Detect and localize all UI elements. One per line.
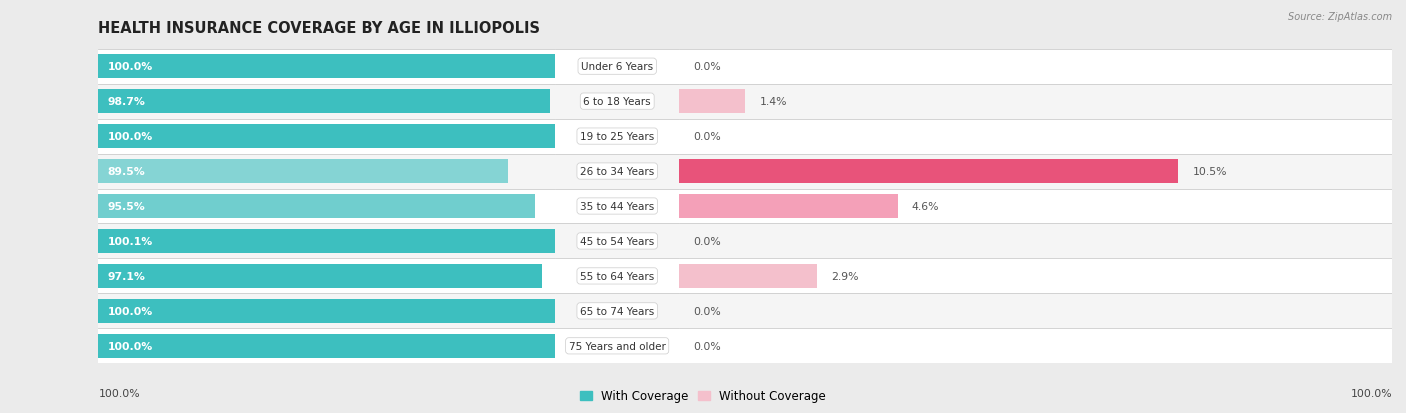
Text: 100.0%: 100.0% — [108, 62, 153, 72]
Bar — [98, 224, 555, 259]
Bar — [98, 160, 508, 183]
Text: 0.0%: 0.0% — [693, 341, 721, 351]
Text: 95.5%: 95.5% — [108, 202, 145, 211]
Text: 0.0%: 0.0% — [693, 236, 721, 247]
Bar — [98, 299, 555, 323]
Bar — [98, 195, 534, 218]
Bar — [679, 329, 1392, 363]
Bar — [679, 224, 1392, 259]
Legend: With Coverage, Without Coverage: With Coverage, Without Coverage — [575, 385, 831, 407]
Bar — [555, 329, 679, 363]
Bar — [679, 195, 897, 218]
Text: Source: ZipAtlas.com: Source: ZipAtlas.com — [1288, 12, 1392, 22]
Text: 65 to 74 Years: 65 to 74 Years — [581, 306, 654, 316]
Text: 45 to 54 Years: 45 to 54 Years — [581, 236, 654, 247]
Bar — [555, 50, 679, 84]
Text: 75 Years and older: 75 Years and older — [569, 341, 665, 351]
Bar — [679, 154, 1392, 189]
Text: HEALTH INSURANCE COVERAGE BY AGE IN ILLIOPOLIS: HEALTH INSURANCE COVERAGE BY AGE IN ILLI… — [98, 21, 540, 36]
Bar — [555, 224, 679, 259]
Bar — [555, 189, 679, 224]
Bar — [679, 264, 817, 288]
Text: 100.1%: 100.1% — [108, 236, 153, 247]
Text: 0.0%: 0.0% — [693, 62, 721, 72]
Bar — [98, 259, 555, 294]
Bar — [98, 230, 555, 253]
Text: 100.0%: 100.0% — [108, 132, 153, 142]
Bar — [98, 154, 555, 189]
Text: 6 to 18 Years: 6 to 18 Years — [583, 97, 651, 107]
Bar — [555, 119, 679, 154]
Bar — [679, 84, 1392, 119]
Bar — [679, 119, 1392, 154]
Bar — [679, 90, 745, 114]
Text: 2.9%: 2.9% — [831, 271, 859, 281]
Text: 97.1%: 97.1% — [108, 271, 145, 281]
Text: 4.6%: 4.6% — [912, 202, 939, 211]
Text: 100.0%: 100.0% — [98, 388, 141, 398]
Bar — [98, 90, 550, 114]
Bar — [98, 294, 555, 329]
Text: 10.5%: 10.5% — [1192, 166, 1227, 177]
Bar — [555, 154, 679, 189]
Bar — [98, 264, 543, 288]
Text: 19 to 25 Years: 19 to 25 Years — [581, 132, 654, 142]
Bar — [679, 160, 1178, 183]
Bar — [98, 50, 555, 84]
Text: 100.0%: 100.0% — [1350, 388, 1392, 398]
Bar — [679, 50, 1392, 84]
Bar — [679, 259, 1392, 294]
Bar — [555, 84, 679, 119]
Bar — [98, 125, 555, 149]
Bar — [555, 294, 679, 329]
Bar — [555, 259, 679, 294]
Bar — [98, 84, 555, 119]
Text: 0.0%: 0.0% — [693, 132, 721, 142]
Bar — [98, 329, 555, 363]
Text: 35 to 44 Years: 35 to 44 Years — [581, 202, 654, 211]
Text: 98.7%: 98.7% — [108, 97, 145, 107]
Bar — [98, 55, 555, 79]
Text: 0.0%: 0.0% — [693, 306, 721, 316]
Text: 55 to 64 Years: 55 to 64 Years — [581, 271, 654, 281]
Text: 1.4%: 1.4% — [759, 97, 787, 107]
Bar — [98, 189, 555, 224]
Text: 100.0%: 100.0% — [108, 306, 153, 316]
Bar — [679, 189, 1392, 224]
Text: Under 6 Years: Under 6 Years — [581, 62, 654, 72]
Bar — [679, 294, 1392, 329]
Bar — [98, 119, 555, 154]
Text: 89.5%: 89.5% — [108, 166, 145, 177]
Text: 26 to 34 Years: 26 to 34 Years — [581, 166, 654, 177]
Text: 100.0%: 100.0% — [108, 341, 153, 351]
Bar — [98, 334, 555, 358]
